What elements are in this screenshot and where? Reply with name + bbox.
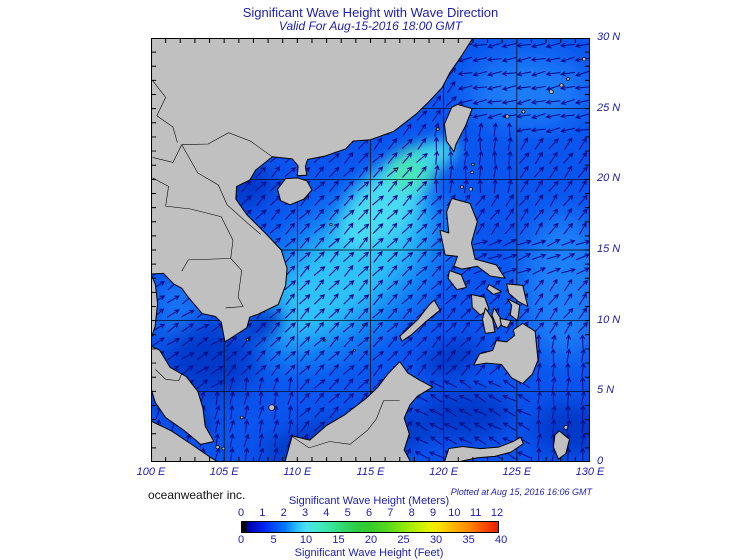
land-sulawesi xyxy=(443,436,524,462)
colorbar-feet-tick-0: 0 xyxy=(237,534,245,546)
lat-label-15: 15 N xyxy=(597,243,621,255)
colorbar-meters-tick-1: 1 xyxy=(259,507,266,519)
lon-label-125: 125 E xyxy=(502,466,532,478)
colorbar-gradient xyxy=(241,521,499,533)
land-mindoro xyxy=(447,269,467,291)
colorbar-meters-tick-0: 0 xyxy=(237,507,245,519)
chart-subtitle: Valid For Aug-15-2016 18:00 GMT xyxy=(278,19,463,33)
colorbar-feet-tick-10: 10 xyxy=(299,534,313,546)
lat-label-10: 10 N xyxy=(597,313,621,326)
colorbar-label-feet: Significant Wave Height (Feet) xyxy=(294,547,444,559)
lon-label-120: 120 E xyxy=(429,466,459,478)
lon-label-105: 105 E xyxy=(209,466,239,478)
lon-label-130: 130 E xyxy=(575,466,605,478)
degree-ticks xyxy=(151,38,590,462)
colorbar-meters-tick-8: 8 xyxy=(408,507,415,519)
wave-height-map xyxy=(151,38,590,462)
land-negros xyxy=(481,307,496,334)
land-malay-peninsula-south xyxy=(151,345,215,445)
land-luzon xyxy=(439,197,506,279)
colorbar-meters-tick-6: 6 xyxy=(365,507,373,519)
colorbar-label-meters: Significant Wave Height (Meters) xyxy=(288,495,450,507)
border-thailand-laos-cambodia xyxy=(152,177,234,272)
lat-label-30: 30 N xyxy=(597,31,621,43)
border-china-vietnam xyxy=(152,132,274,163)
colorbar-meters-tick-5: 5 xyxy=(344,507,351,519)
land-borneo xyxy=(284,361,434,462)
colorbar-feet-tick-30: 30 xyxy=(429,534,443,546)
border-yunnan-borders xyxy=(152,80,178,143)
chart-title: Significant Wave Height with Wave Direct… xyxy=(242,5,499,20)
colorbar-meters-tick-2: 2 xyxy=(280,507,287,519)
colorbar-meters-tick-10: 10 xyxy=(448,507,461,519)
land-palawan xyxy=(399,299,441,342)
land-asia-mainland xyxy=(151,38,474,343)
colorbar-feet-tick-5: 5 xyxy=(270,534,277,546)
border-borneo-internal xyxy=(292,400,400,449)
colorbar-meters-tick-4: 4 xyxy=(323,507,330,519)
land-taiwan xyxy=(443,103,473,153)
land-cebu xyxy=(491,307,504,330)
plotted-timestamp: Plotted at Aug 15, 2016 16:06 GMT xyxy=(450,487,592,497)
colorbar-feet-tick-35: 35 xyxy=(462,534,475,546)
land-bohol xyxy=(499,318,512,329)
border-cambodia-vietnam xyxy=(225,258,244,309)
land-leyte xyxy=(506,298,521,322)
border-malaysia-thailand xyxy=(155,369,183,382)
lon-label-110: 110 E xyxy=(283,466,312,478)
border-laos-vietnam xyxy=(181,144,261,235)
land-masbate xyxy=(486,284,502,296)
lat-label-20: 20 N xyxy=(597,172,621,185)
colorbar-feet-tick-40: 40 xyxy=(494,534,508,546)
lon-label-100: 100 E xyxy=(136,466,166,478)
lat-label-5: 5 N xyxy=(597,384,615,397)
colorbar-feet-tick-15: 15 xyxy=(332,534,345,546)
credit-text: oceanweather inc. xyxy=(148,488,246,502)
lat-label-0: 0 xyxy=(597,455,604,467)
land-mindanao xyxy=(473,322,539,385)
colorbar-meters-tick-3: 3 xyxy=(301,507,309,519)
lon-label-115: 115 E xyxy=(356,466,385,478)
small-islands xyxy=(215,57,587,451)
colorbar-meters-tick-9: 9 xyxy=(429,507,437,519)
colorbar-meters-tick-12: 12 xyxy=(490,507,504,519)
colorbar-feet-tick-25: 25 xyxy=(397,534,410,546)
country-borders xyxy=(152,80,400,449)
lat-label-25: 25 N xyxy=(597,101,621,114)
land-sumatra xyxy=(151,420,219,462)
land-samar xyxy=(506,283,529,308)
land-halmahera xyxy=(552,430,571,460)
land-masses xyxy=(151,38,571,462)
land-hainan xyxy=(277,177,313,206)
colorbar-feet-tick-20: 20 xyxy=(364,534,378,546)
colorbar-meters-tick-11: 11 xyxy=(469,507,482,519)
colorbar-meters-tick-7: 7 xyxy=(387,507,394,519)
